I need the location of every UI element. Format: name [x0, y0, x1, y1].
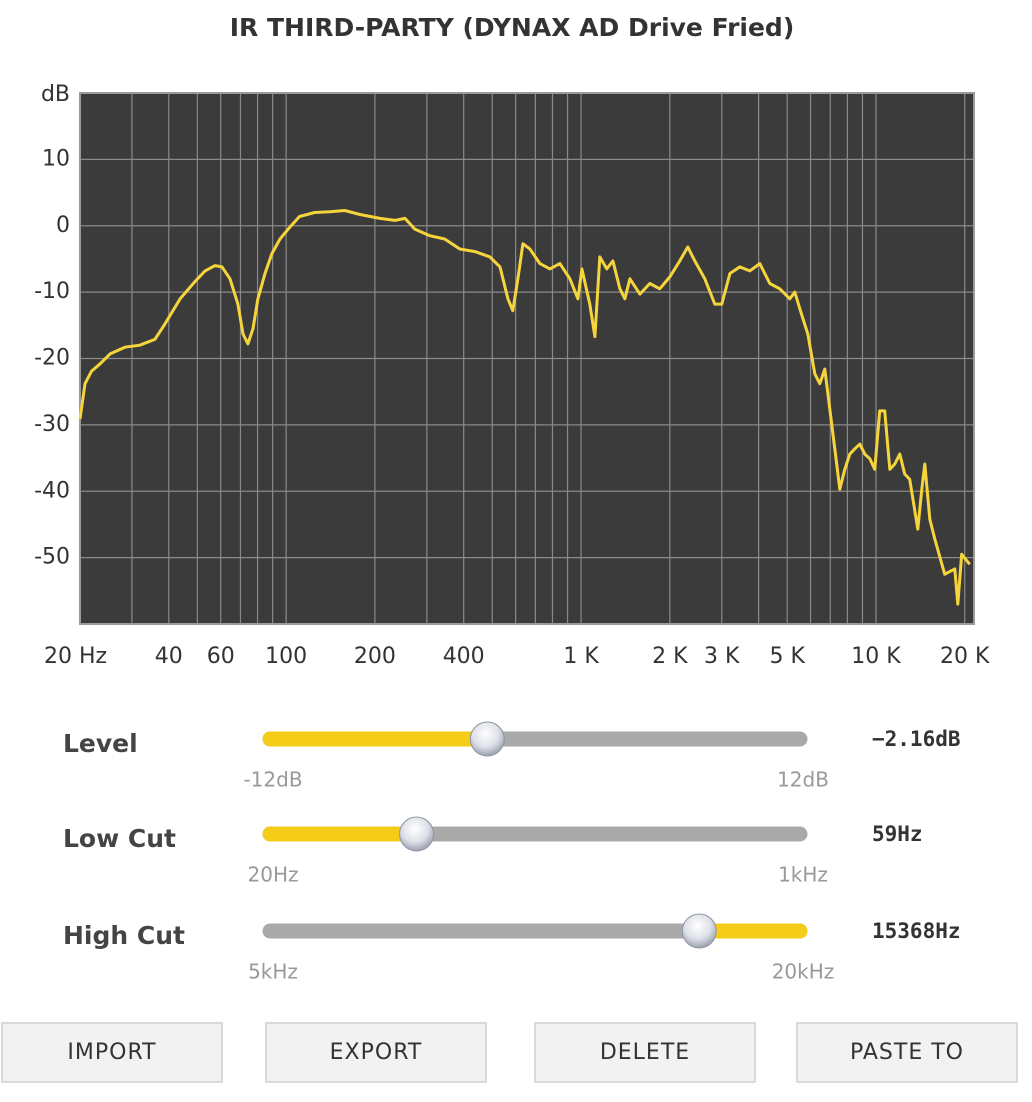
control-value: 59Hz: [872, 822, 923, 846]
button-face[interactable]: [534, 1022, 756, 1083]
x-tick-label: 1 K: [563, 644, 599, 669]
slider-max-label: 12dB: [777, 768, 829, 792]
x-tick-label: 10 K: [851, 644, 901, 669]
y-tick-label: -20: [34, 346, 70, 371]
control-label: Low Cut: [63, 824, 176, 853]
y-tick-label: 10: [42, 146, 70, 171]
button-label[interactable]: EXPORT: [330, 1040, 423, 1065]
slider-knob[interactable]: [681, 913, 717, 949]
button-label[interactable]: DELETE: [600, 1040, 690, 1065]
button[interactable]: IMPORT: [1, 1022, 223, 1083]
y-tick-label: -30: [34, 412, 70, 437]
control-value: 15368Hz: [872, 919, 961, 943]
x-tick-label: 100: [265, 644, 307, 669]
y-tick-label: -40: [34, 478, 70, 503]
x-tick-label: 200: [354, 644, 396, 669]
x-tick-label: 40: [155, 644, 183, 669]
plot-frame: [79, 92, 975, 625]
y-tick-label: -10: [34, 279, 70, 304]
control-value: −2.16dB: [872, 727, 961, 751]
x-tick-label: 2 K: [652, 644, 688, 669]
x-tick-label: 20 K: [940, 644, 990, 669]
y-axis-label: dB: [41, 82, 70, 107]
control-label: High Cut: [63, 921, 185, 950]
y-tick-label: -50: [34, 545, 70, 570]
x-tick-label: 60: [207, 644, 235, 669]
button-face[interactable]: [1, 1022, 223, 1083]
button[interactable]: EXPORT: [265, 1022, 487, 1083]
button-label[interactable]: PASTE TO: [850, 1040, 964, 1065]
control-label: Level: [63, 729, 138, 758]
button-face[interactable]: [796, 1022, 1018, 1083]
x-tick-label: 400: [443, 644, 485, 669]
slider-knob[interactable]: [399, 816, 435, 852]
x-tick-label: 3 K: [704, 644, 740, 669]
button-face[interactable]: [265, 1022, 487, 1083]
panel-title: IR THIRD-PARTY (DYNAX AD Drive Fried): [230, 13, 795, 42]
y-tick-label: 0: [56, 213, 70, 238]
button[interactable]: DELETE: [534, 1022, 756, 1083]
slider-knob[interactable]: [469, 721, 505, 757]
x-tick-label: 20 Hz: [44, 644, 107, 669]
slider-max-label: 20kHz: [772, 960, 835, 984]
button-label[interactable]: IMPORT: [67, 1040, 156, 1065]
button[interactable]: PASTE TO: [796, 1022, 1018, 1083]
x-tick-label: 5 K: [769, 644, 805, 669]
slider-min-label: 5kHz: [248, 960, 298, 984]
slider-max-label: 1kHz: [778, 863, 828, 887]
response-curve: [78, 209, 971, 606]
slider-min-label: -12dB: [243, 768, 302, 792]
slider-min-label: 20Hz: [248, 863, 299, 887]
